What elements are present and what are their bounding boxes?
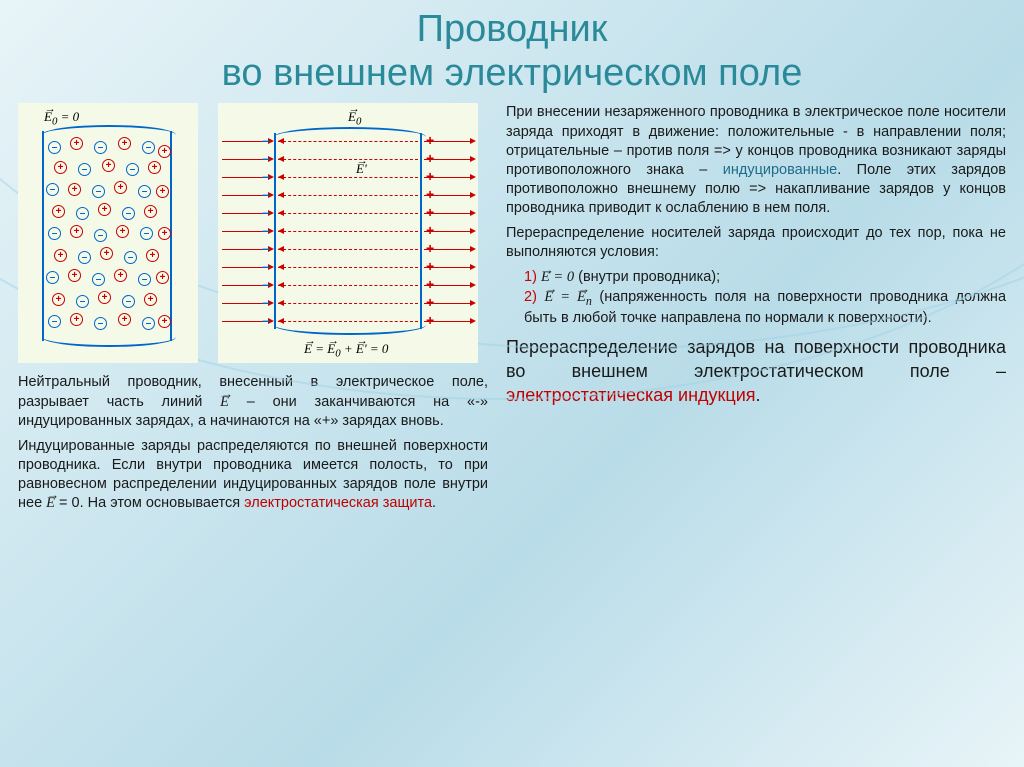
negative-charge: – (138, 185, 151, 198)
negative-charge: – (142, 317, 155, 330)
negative-charge: – (78, 163, 91, 176)
positive-charge: + (158, 145, 171, 158)
positive-charge: + (102, 159, 115, 172)
left-paragraph-2: Индуцированные заряды распределяются по … (18, 437, 488, 514)
positive-charge: + (148, 161, 161, 174)
diagram-neutral-conductor: E0 = 0 –+–+–++–+–+–+–+–++–+–+–+–+–++–+–+… (18, 103, 198, 363)
negative-charge: – (48, 141, 61, 154)
positive-charge: + (144, 293, 157, 306)
positive-charge: + (52, 293, 65, 306)
negative-charge: – (94, 317, 107, 330)
positive-charge: + (68, 269, 81, 282)
positive-charge: + (146, 249, 159, 262)
positive-charge: + (144, 205, 157, 218)
negative-charge: – (94, 229, 107, 242)
negative-charge: – (94, 141, 107, 154)
negative-charge: – (126, 163, 139, 176)
positive-charge: + (156, 271, 169, 284)
negative-charge: – (48, 315, 61, 328)
negative-charge: – (78, 251, 91, 264)
label-E0-zero: E0 = 0 (44, 109, 79, 128)
positive-charge: + (118, 313, 131, 326)
positive-charge: + (98, 291, 111, 304)
negative-charge: – (92, 185, 105, 198)
negative-charge: – (46, 271, 59, 284)
positive-charge: + (158, 315, 171, 328)
label-E0: E0 (348, 109, 361, 128)
negative-charge: – (140, 227, 153, 240)
positive-charge: + (114, 269, 127, 282)
positive-charge: + (116, 225, 129, 238)
positive-charge: + (118, 137, 131, 150)
positive-charge: + (52, 205, 65, 218)
positive-charge: + (100, 247, 113, 260)
positive-charge: + (70, 313, 83, 326)
negative-charge: – (46, 183, 59, 196)
positive-charge: + (114, 181, 127, 194)
negative-charge: – (124, 251, 137, 264)
positive-charge: + (98, 203, 111, 216)
negative-charge: – (76, 207, 89, 220)
positive-charge: + (54, 161, 67, 174)
negative-charge: – (122, 207, 135, 220)
positive-charge: + (70, 137, 83, 150)
negative-charge: – (92, 273, 105, 286)
negative-charge: – (122, 295, 135, 308)
negative-charge: – (76, 295, 89, 308)
positive-charge: + (68, 183, 81, 196)
positive-charge: + (156, 185, 169, 198)
negative-charge: – (142, 141, 155, 154)
positive-charge: + (158, 227, 171, 240)
negative-charge: – (138, 273, 151, 286)
label-sum: E = E0 + E' = 0 (304, 341, 388, 360)
positive-charge: + (70, 225, 83, 238)
positive-charge: + (54, 249, 67, 262)
negative-charge: – (48, 227, 61, 240)
diagram-conductor-in-field: E0 E' E = E0 + E' = 0 –+–+–+–+–+–+–+–+–+… (218, 103, 478, 363)
